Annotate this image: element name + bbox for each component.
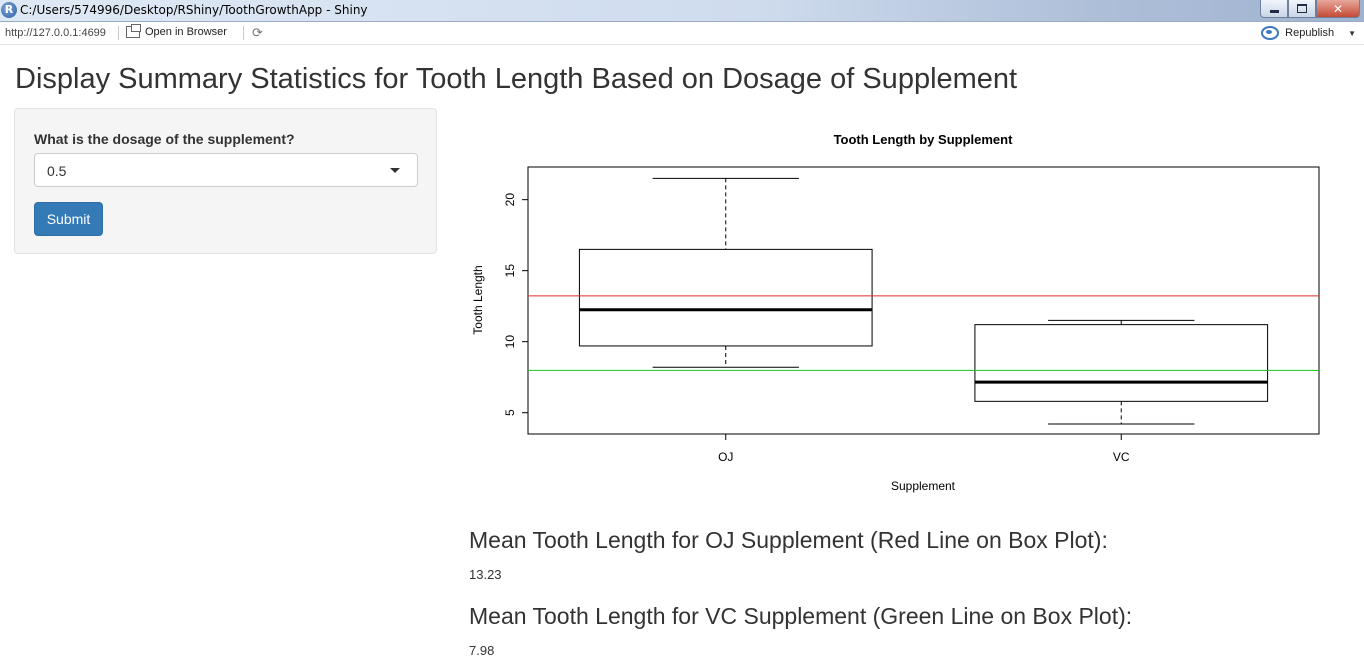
oj-mean-heading: Mean Tooth Length for OJ Supplement (Red…: [469, 527, 1108, 553]
toolbar-divider: [243, 26, 244, 40]
box-oj: [578, 248, 873, 347]
dose-label: What is the dosage of the supplement?: [34, 131, 295, 147]
y-tick-label: 5: [503, 409, 517, 416]
box-vc: [974, 324, 1269, 402]
window-title: C:/Users/574996/Desktop/RShiny/ToothGrow…: [20, 3, 368, 17]
boxes: [578, 177, 1269, 425]
submit-button[interactable]: Submit: [34, 202, 103, 236]
x-tick-label: OJ: [718, 450, 733, 464]
close-icon: ✕: [1332, 1, 1344, 16]
x-axis: OJ VC: [718, 434, 1130, 464]
y-tick-label: 15: [503, 264, 517, 278]
caret-down-icon: [390, 168, 400, 173]
mean-lines: [528, 295, 1319, 371]
open-in-browser-label: Open in Browser: [145, 26, 227, 38]
minimize-button[interactable]: [1260, 0, 1288, 18]
toolbar-divider: [118, 26, 119, 40]
chart-title: Tooth Length by Supplement: [834, 132, 1014, 147]
y-tick-label: 20: [503, 193, 517, 207]
refresh-icon[interactable]: ⟳: [252, 25, 263, 40]
close-button[interactable]: ✕: [1316, 0, 1360, 18]
dose-select[interactable]: 0.5: [34, 153, 418, 187]
r-app-icon: R: [1, 2, 17, 18]
dose-selected-value: 0.5: [47, 163, 67, 179]
plot-frame: [527, 166, 1320, 435]
sidebar-panel: What is the dosage of the supplement? 0.…: [14, 108, 437, 254]
window-controls: ✕: [1260, 0, 1360, 18]
x-axis-label: Supplement: [891, 479, 956, 493]
maximize-icon: [1297, 4, 1307, 13]
minimize-icon: [1269, 10, 1279, 13]
window-title-bar: R C:/Users/574996/Desktop/RShiny/ToothGr…: [0, 0, 1364, 22]
oj-mean-value: 13.23: [469, 567, 502, 582]
x-tick-label: VC: [1113, 450, 1130, 464]
y-axis-label: Tooth Length: [471, 265, 485, 334]
url-text: http://127.0.0.1:4699: [5, 27, 106, 39]
open-window-icon: [126, 24, 141, 38]
vc-mean-heading: Mean Tooth Length for VC Supplement (Gre…: [469, 603, 1133, 629]
viewer-toolbar: http://127.0.0.1:4699 Open in Browser ⟳ …: [0, 22, 1364, 45]
republish-label: Republish: [1285, 27, 1335, 39]
publish-icon: [1261, 26, 1280, 40]
y-axis: 5 10 15 20: [503, 193, 528, 416]
open-in-browser-button[interactable]: Open in Browser: [126, 24, 227, 38]
republish-button[interactable]: Republish ▼: [1261, 26, 1356, 40]
page-title: Display Summary Statistics for Tooth Len…: [15, 63, 1018, 95]
vc-mean-value: 7.98: [469, 643, 495, 658]
y-tick-label: 10: [503, 335, 517, 349]
chevron-down-icon[interactable]: ▼: [1348, 28, 1356, 38]
maximize-button[interactable]: [1288, 0, 1316, 18]
